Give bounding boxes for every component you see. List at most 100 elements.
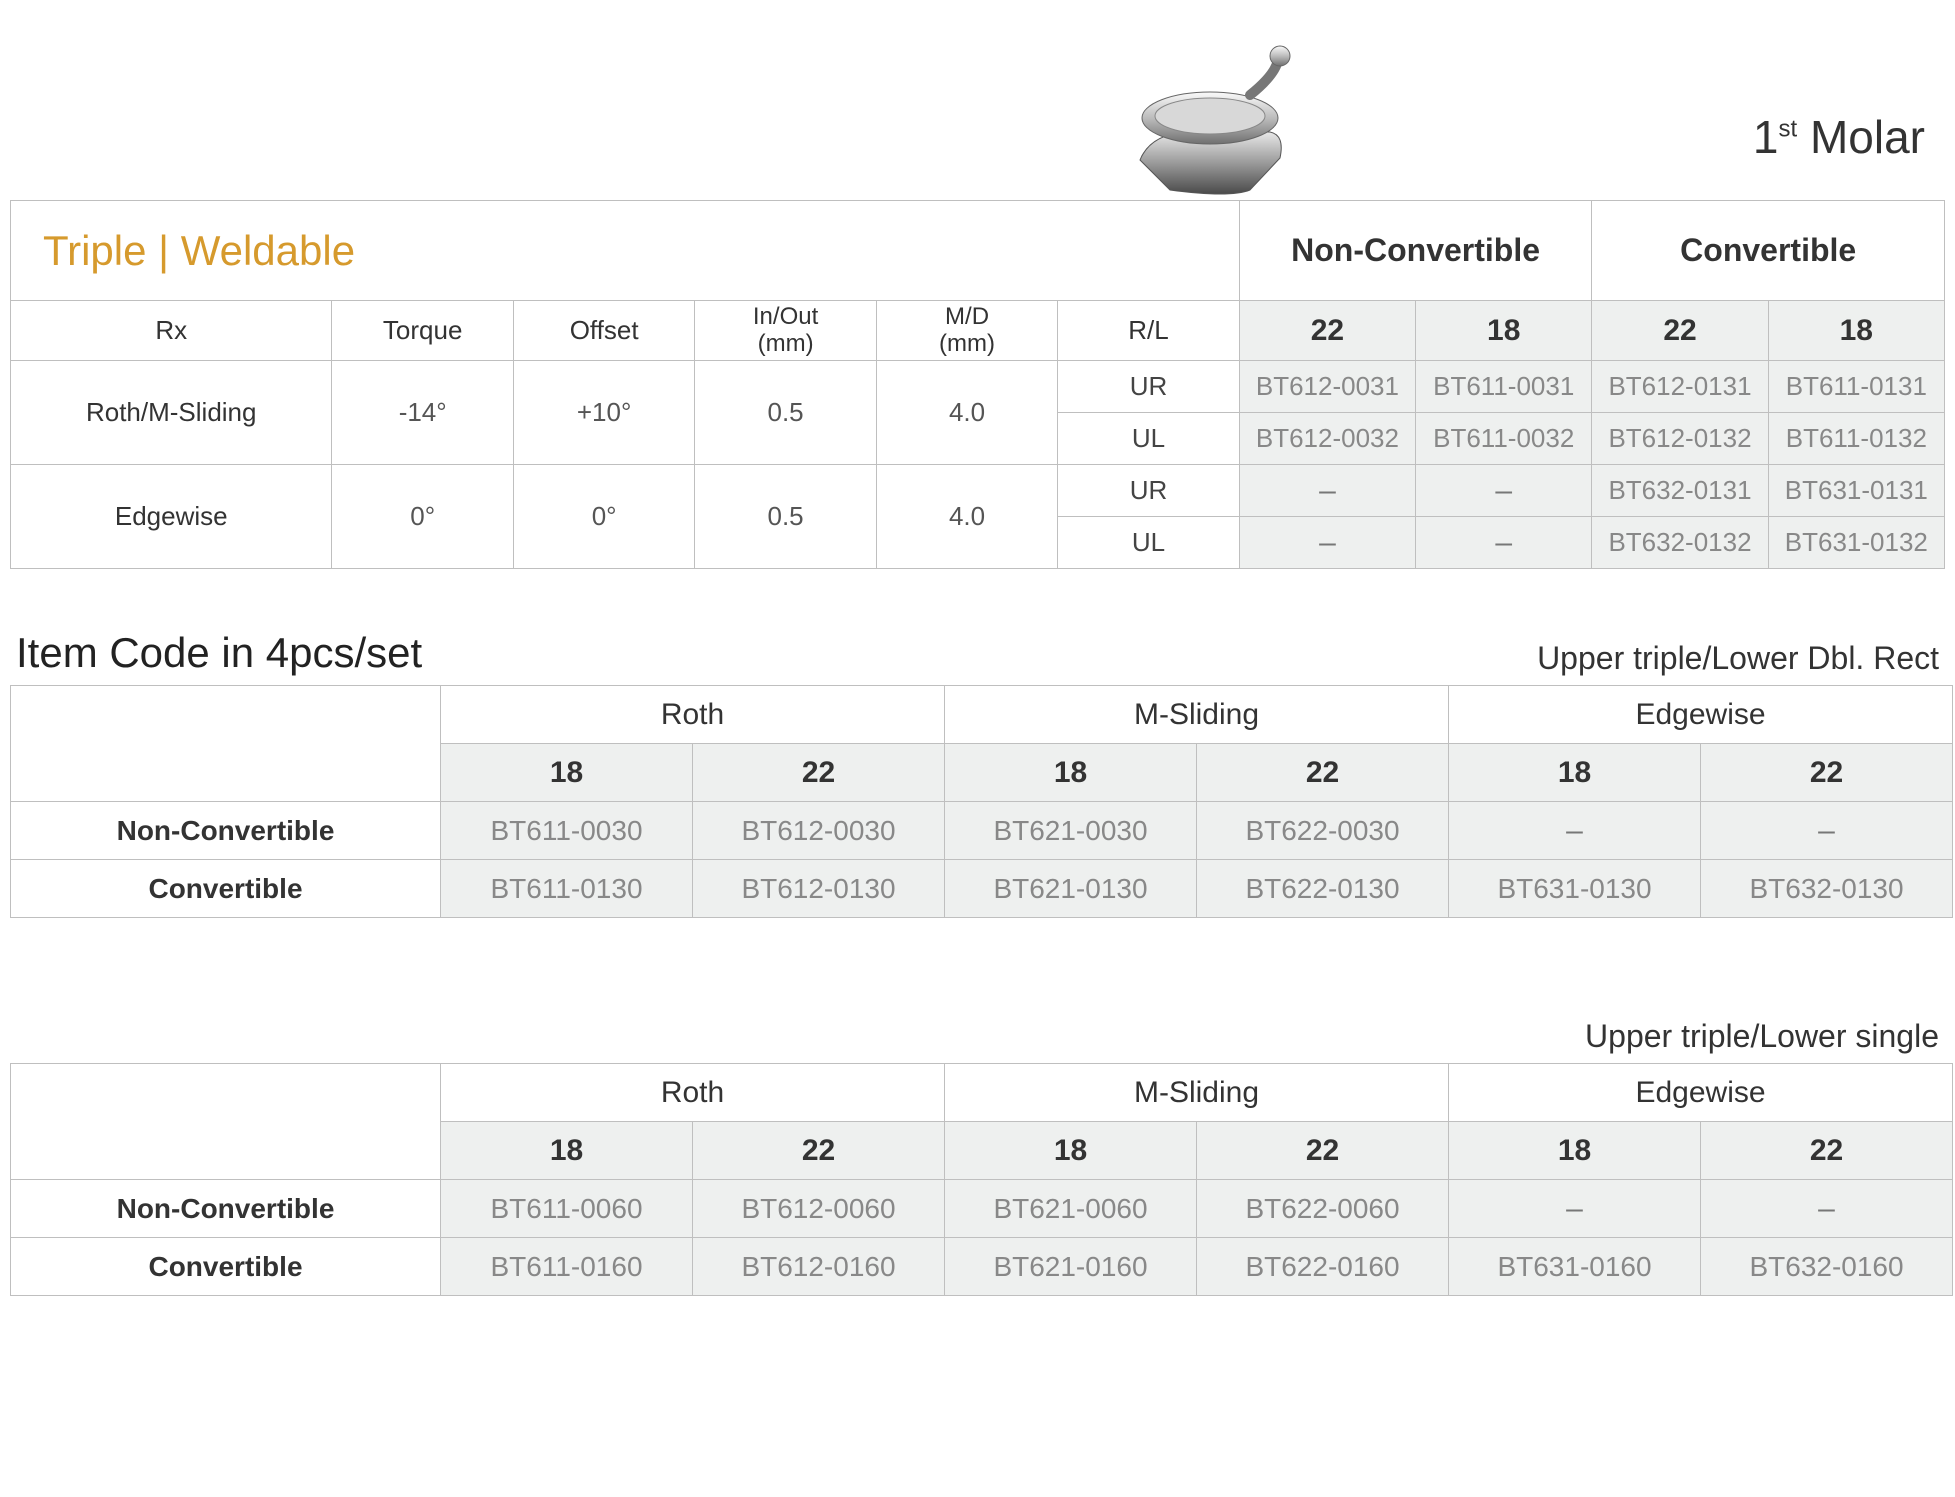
code-cell: BT612-0060 (693, 1180, 945, 1238)
code-cell: BT632-0132 (1592, 517, 1768, 569)
spec-table: Triple | Weldable Non-Convertible Conver… (10, 200, 1945, 569)
section3-header: Upper triple/Lower single (10, 1018, 1945, 1055)
item-code-table-1: Roth M-Sliding Edgewise 18 22 18 22 18 2… (10, 685, 1953, 918)
size-head: 22 (693, 1122, 945, 1180)
code-cell: BT612-0131 (1592, 361, 1768, 413)
header-area: 1st Molar (10, 20, 1945, 200)
molar-ordinal: st (1779, 116, 1798, 143)
item-code-table-2: Roth M-Sliding Edgewise 18 22 18 22 18 2… (10, 1063, 1953, 1296)
code-cell: BT621-0030 (945, 802, 1197, 860)
code-cell: BT632-0130 (1701, 860, 1953, 918)
col-md: M/D(mm) (876, 301, 1057, 361)
code-cell: BT632-0160 (1701, 1238, 1953, 1296)
size-head: 18 (441, 1122, 693, 1180)
col-offset: Offset (513, 301, 694, 361)
rl-cell: UR (1058, 361, 1240, 413)
size-head: 22 (1197, 1122, 1449, 1180)
size-head: 18 (1449, 744, 1701, 802)
code-cell: – (1416, 465, 1592, 517)
code-cell: BT621-0130 (945, 860, 1197, 918)
code-cell: – (1701, 802, 1953, 860)
rx-cell: Edgewise (11, 465, 332, 569)
col-nonconvertible: Non-Convertible (1239, 201, 1592, 301)
md-cell: 4.0 (876, 361, 1057, 465)
code-cell: BT622-0160 (1197, 1238, 1449, 1296)
molar-title: 1st Molar (1753, 110, 1925, 164)
col-inout: In/Out(mm) (695, 301, 876, 361)
group-edgewise: Edgewise (1449, 686, 1953, 744)
code-cell: – (1449, 1180, 1701, 1238)
col-nc-18: 18 (1416, 301, 1592, 361)
size-head: 22 (1701, 744, 1953, 802)
code-cell: BT612-0132 (1592, 413, 1768, 465)
size-head: 18 (945, 744, 1197, 802)
section3-subtitle: Upper triple/Lower single (1585, 1018, 1939, 1055)
code-cell: – (1449, 802, 1701, 860)
code-cell: BT611-0031 (1416, 361, 1592, 413)
code-cell: BT611-0130 (441, 860, 693, 918)
code-cell: BT632-0131 (1592, 465, 1768, 517)
col-rx: Rx (11, 301, 332, 361)
code-cell: – (1239, 465, 1415, 517)
code-cell: – (1701, 1180, 1953, 1238)
code-cell: BT611-0160 (441, 1238, 693, 1296)
md-cell: 4.0 (876, 465, 1057, 569)
row-label: Non-Convertible (11, 1180, 441, 1238)
code-cell: BT621-0060 (945, 1180, 1197, 1238)
code-cell: BT631-0160 (1449, 1238, 1701, 1296)
code-cell: BT611-0132 (1768, 413, 1944, 465)
code-cell: – (1416, 517, 1592, 569)
rl-cell: UL (1058, 517, 1240, 569)
product-illustration (1100, 40, 1320, 200)
torque-cell: -14° (332, 361, 513, 465)
inout-cell: 0.5 (695, 465, 876, 569)
code-cell: BT611-0032 (1416, 413, 1592, 465)
size-head: 18 (945, 1122, 1197, 1180)
col-c-22: 22 (1592, 301, 1768, 361)
group-edgewise: Edgewise (1449, 1064, 1953, 1122)
code-cell: BT612-0031 (1239, 361, 1415, 413)
row-label: Non-Convertible (11, 802, 441, 860)
code-cell: BT631-0131 (1768, 465, 1944, 517)
torque-cell: 0° (332, 465, 513, 569)
molar-number: 1 (1753, 111, 1779, 163)
code-cell: BT611-0030 (441, 802, 693, 860)
inout-cell: 0.5 (695, 361, 876, 465)
blank-corner (11, 1064, 441, 1180)
blank-corner (11, 686, 441, 802)
table1-title: Triple | Weldable (11, 201, 1240, 301)
size-head: 22 (693, 744, 945, 802)
code-cell: BT612-0130 (693, 860, 945, 918)
size-head: 18 (441, 744, 693, 802)
group-msliding: M-Sliding (945, 686, 1449, 744)
code-cell: BT611-0131 (1768, 361, 1944, 413)
code-cell: BT611-0060 (441, 1180, 693, 1238)
code-cell: BT612-0032 (1239, 413, 1415, 465)
group-roth: Roth (441, 686, 945, 744)
col-convertible: Convertible (1592, 201, 1945, 301)
col-c-18: 18 (1768, 301, 1944, 361)
code-cell: BT622-0030 (1197, 802, 1449, 860)
row-label: Convertible (11, 860, 441, 918)
size-head: 18 (1449, 1122, 1701, 1180)
rl-cell: UL (1058, 413, 1240, 465)
code-cell: – (1239, 517, 1415, 569)
col-torque: Torque (332, 301, 513, 361)
section2-subtitle: Upper triple/Lower Dbl. Rect (1537, 640, 1939, 677)
molar-word: Molar (1797, 111, 1925, 163)
code-cell: BT622-0060 (1197, 1180, 1449, 1238)
code-cell: BT622-0130 (1197, 860, 1449, 918)
size-head: 22 (1701, 1122, 1953, 1180)
section2-header: Item Code in 4pcs/set Upper triple/Lower… (10, 629, 1945, 677)
code-cell: BT612-0030 (693, 802, 945, 860)
group-roth: Roth (441, 1064, 945, 1122)
offset-cell: 0° (513, 465, 694, 569)
offset-cell: +10° (513, 361, 694, 465)
section2-title: Item Code in 4pcs/set (16, 629, 422, 677)
code-cell: BT612-0160 (693, 1238, 945, 1296)
code-cell: BT631-0132 (1768, 517, 1944, 569)
row-label: Convertible (11, 1238, 441, 1296)
col-nc-22: 22 (1239, 301, 1415, 361)
group-msliding: M-Sliding (945, 1064, 1449, 1122)
col-rl: R/L (1058, 301, 1240, 361)
